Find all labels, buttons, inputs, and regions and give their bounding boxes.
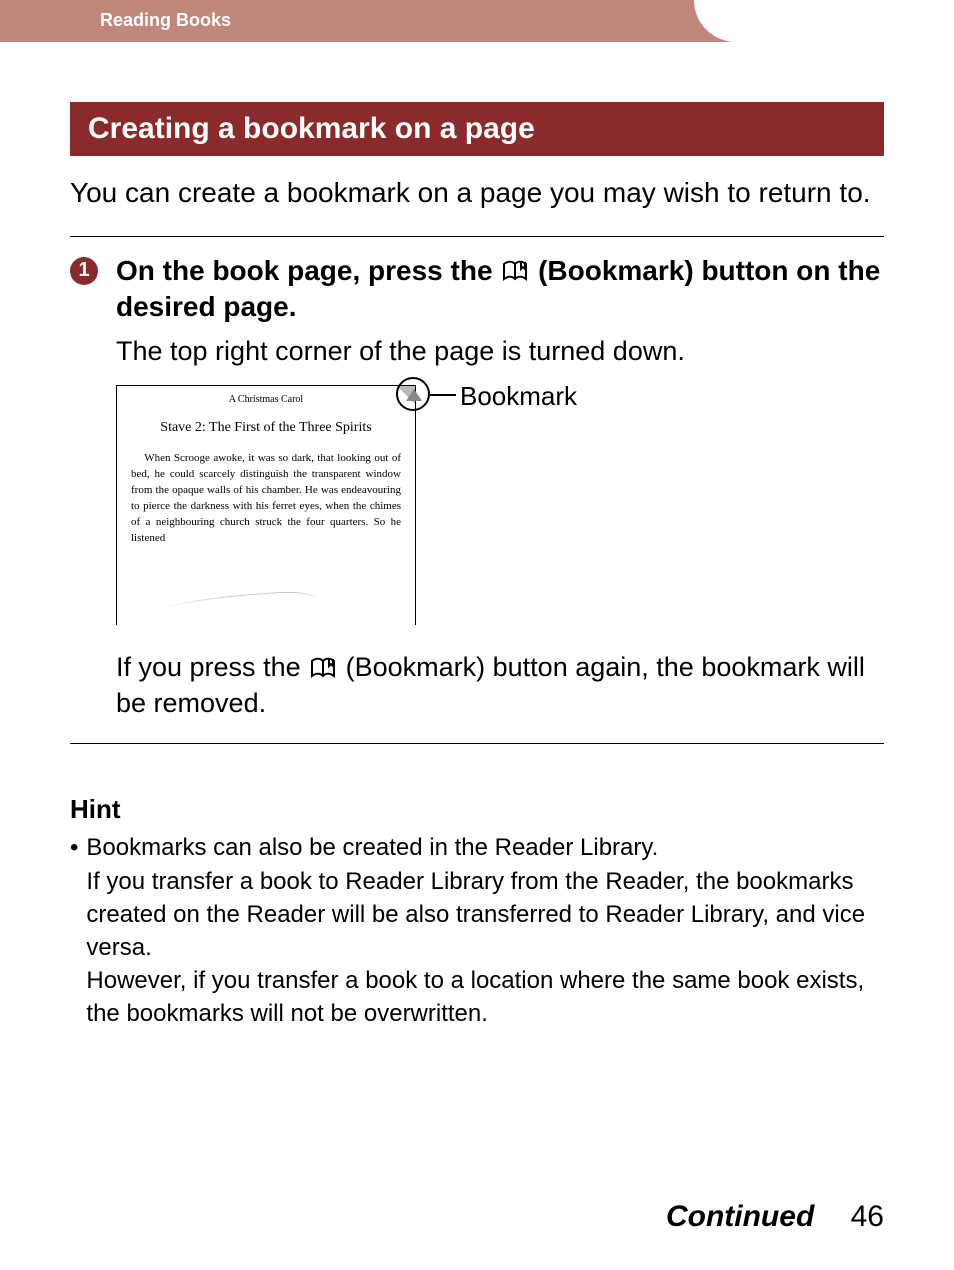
divider [70, 236, 884, 237]
hint-body: • Bookmarks can also be created in the R… [70, 831, 884, 1030]
breadcrumb-bar: Reading Books [0, 0, 954, 42]
book-page-preview: A Christmas Carol Stave 2: The First of … [116, 385, 416, 625]
page-footer: Continued 46 [666, 1200, 884, 1234]
preview-running-head: A Christmas Carol [131, 394, 401, 405]
step-body: On the book page, press the (Bookmark) b… [116, 253, 884, 722]
callout-leader-line [430, 394, 456, 396]
tab-notch [694, 0, 954, 42]
step-1: 1 On the book page, press the (Bookmark)… [70, 253, 884, 722]
preview-body-text: When Scrooge awoke, it was so dark, that… [131, 451, 401, 547]
bookmark-icon [310, 657, 336, 679]
continued-label: Continued [666, 1200, 814, 1233]
after-note-before: If you press the [116, 652, 308, 682]
hint-bullet: • [70, 831, 78, 1030]
hint-line-2: If you transfer a book to Reader Library… [86, 865, 884, 964]
step-title-before: On the book page, press the [116, 255, 500, 286]
divider [70, 743, 884, 744]
callout-circle-icon [396, 377, 430, 411]
preview-wrap: A Christmas Carol Stave 2: The First of … [116, 385, 884, 625]
bookmark-icon [502, 260, 528, 282]
callout-triangle-icon [406, 389, 422, 401]
hint-heading: Hint [70, 794, 884, 825]
step-description: The top right corner of the page is turn… [116, 336, 884, 367]
hint-line-3: However, if you transfer a book to a loc… [86, 964, 884, 1030]
step-after-note: If you press the (Bookmark) button again… [116, 649, 884, 722]
step-number-badge: 1 [70, 257, 98, 285]
hint-line-1: Bookmarks can also be created in the Rea… [86, 831, 884, 864]
preview-fade [116, 579, 416, 625]
step-title: On the book page, press the (Bookmark) b… [116, 253, 884, 326]
content-area: Creating a bookmark on a page You can cr… [0, 42, 954, 1030]
preview-chapter-title: Stave 2: The First of the Three Spirits [139, 419, 393, 438]
breadcrumb-label: Reading Books [100, 10, 231, 31]
page-number: 46 [851, 1200, 884, 1233]
section-title: Creating a bookmark on a page [70, 102, 884, 156]
hint-text: Bookmarks can also be created in the Rea… [86, 831, 884, 1030]
section-intro: You can create a bookmark on a page you … [70, 174, 884, 212]
manual-page: Reading Books Creating a bookmark on a p… [0, 0, 954, 1270]
callout-label: Bookmark [460, 381, 577, 412]
